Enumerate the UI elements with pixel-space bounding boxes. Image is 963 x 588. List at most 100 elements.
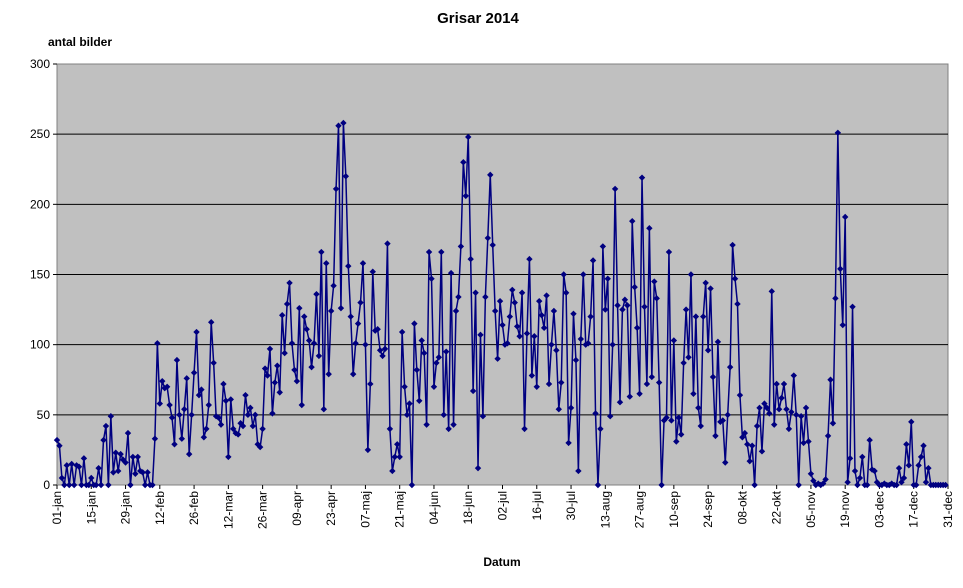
data-point: [144, 469, 151, 476]
data-point: [389, 467, 396, 475]
data-point: [330, 282, 337, 289]
data-point: [572, 356, 580, 364]
x-tick-label: 23-apr: [324, 491, 338, 526]
data-point: [565, 439, 572, 447]
data-point: [163, 383, 171, 390]
data-point: [881, 480, 888, 487]
data-point: [193, 328, 200, 336]
data-point: [337, 304, 345, 312]
data-point: [499, 321, 506, 329]
data-point: [114, 467, 122, 475]
data-point: [810, 477, 817, 484]
data-point: [851, 467, 859, 475]
data-point: [168, 414, 176, 421]
data-point: [452, 307, 460, 315]
data-point: [296, 304, 303, 312]
data-point: [225, 453, 232, 461]
data-point: [824, 432, 832, 440]
data-point: [540, 324, 548, 332]
data-point: [53, 436, 61, 444]
data-point: [154, 340, 161, 347]
x-axis-ticks: 01-jan 15-jan 29-jan 12-feb 26-feb 12-mar 26-m…: [50, 485, 955, 529]
data-point: [602, 306, 609, 313]
x-tick-label: 12-feb: [153, 491, 167, 525]
data-point: [714, 338, 722, 346]
data-point: [411, 320, 418, 327]
data-point: [450, 421, 457, 428]
x-tick-label: 26-feb: [187, 491, 201, 525]
data-point: [494, 355, 501, 362]
data-point: [560, 271, 567, 278]
data-point: [460, 159, 467, 166]
data-point: [673, 438, 680, 445]
data-point: [516, 333, 523, 340]
data-point: [455, 293, 462, 301]
data-point: [457, 243, 465, 250]
data-point: [790, 372, 797, 379]
data-point: [766, 410, 773, 417]
data-point: [548, 341, 555, 348]
data-point: [709, 373, 717, 381]
data-point: [773, 380, 780, 388]
data-point: [308, 363, 315, 371]
data-point: [477, 331, 484, 339]
data-point: [396, 453, 403, 461]
data-point: [124, 429, 132, 437]
y-tick-label: 50: [37, 408, 51, 422]
data-point: [151, 435, 159, 442]
data-point: [741, 429, 749, 437]
data-point: [394, 441, 401, 448]
x-tick-label: 12-mar: [221, 491, 235, 529]
data-point: [685, 354, 692, 361]
data-point: [538, 311, 545, 319]
data-point: [384, 240, 391, 247]
data-point: [646, 224, 653, 232]
data-point: [266, 345, 274, 353]
data-point: [127, 481, 134, 489]
data-point: [854, 481, 861, 489]
data-point: [85, 481, 93, 489]
data-point: [626, 393, 633, 400]
data-point: [310, 340, 318, 347]
x-tick-label: 09-apr: [290, 491, 304, 526]
data-point: [359, 260, 367, 267]
data-point: [908, 418, 915, 426]
data-point: [731, 275, 739, 282]
data-point: [215, 414, 222, 421]
data-point: [624, 302, 631, 309]
data-point: [744, 441, 751, 448]
data-point: [210, 359, 217, 367]
data-point: [739, 434, 746, 441]
data-point: [758, 448, 766, 455]
data-point: [513, 323, 521, 330]
series-line: [56, 122, 946, 488]
data-point: [584, 340, 592, 347]
data-point: [438, 248, 445, 256]
data-point: [345, 262, 352, 270]
x-tick-label: 19-nov: [838, 491, 852, 528]
data-point: [641, 303, 648, 310]
data-point: [604, 275, 611, 282]
data-point: [506, 313, 514, 320]
data-point: [663, 414, 670, 421]
data-point: [636, 390, 643, 397]
data-point: [695, 404, 702, 412]
x-tick-label: 26-mar: [256, 491, 270, 529]
data-point: [558, 379, 565, 386]
data-point: [323, 260, 330, 267]
data-point: [465, 133, 472, 141]
data-point: [778, 394, 785, 402]
data-point: [670, 337, 678, 344]
data-point: [523, 330, 531, 337]
x-tick-label: 22-okt: [770, 490, 784, 524]
x-tick-label: 02-jul: [496, 491, 510, 520]
data-point: [291, 366, 298, 374]
x-tick-label: 30-jul: [564, 491, 578, 520]
data-point: [188, 411, 195, 419]
data-point: [895, 464, 903, 472]
data-point: [633, 324, 641, 332]
y-tick-label: 150: [30, 268, 50, 282]
data-point: [286, 279, 293, 287]
data-point: [58, 474, 66, 482]
data-point: [354, 320, 362, 327]
